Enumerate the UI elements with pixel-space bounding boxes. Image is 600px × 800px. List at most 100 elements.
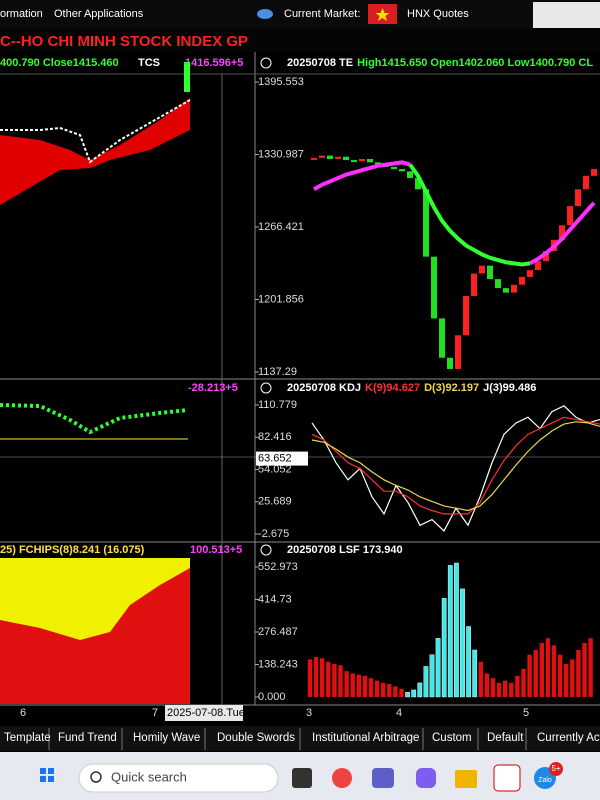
bar: [411, 689, 417, 698]
bar: [454, 562, 459, 698]
tab[interactable]: Homily Wave: [133, 732, 200, 744]
candle: [527, 270, 533, 277]
candle: [511, 284, 517, 293]
search-box[interactable]: [78, 763, 279, 793]
tab[interactable]: Institutional Arbitrage: [312, 732, 419, 744]
bar: [515, 675, 520, 697]
oscillator-decor: [0, 403, 189, 435]
bar: [344, 671, 349, 697]
panel-icon[interactable]: [260, 57, 272, 69]
title-bar: [0, 28, 600, 52]
panel-header: J(3)99.486: [483, 382, 536, 394]
line-series: [311, 416, 600, 515]
bar: [313, 657, 319, 697]
candle: [391, 166, 397, 170]
tab[interactable]: Currently Acti: [537, 732, 600, 744]
candle: [423, 189, 429, 257]
panel-header: 20250708 KDJ: [287, 382, 361, 394]
candle: [439, 318, 445, 358]
tab[interactable]: Template: [4, 732, 51, 744]
bar: [429, 654, 435, 698]
app-icon[interactable]: [416, 768, 436, 788]
y-tick-label: 54.052: [258, 463, 292, 475]
y-tick-label: 1266.421: [258, 221, 304, 233]
badge-count: 5+: [551, 764, 560, 773]
bar: [557, 654, 563, 697]
app-icon[interactable]: [493, 764, 521, 792]
candle: [559, 225, 565, 240]
market-value[interactable]: HNX Quotes: [407, 8, 469, 20]
candle: [375, 162, 381, 165]
bar: [405, 692, 410, 698]
window-control[interactable]: [533, 2, 600, 28]
bar: [509, 682, 514, 697]
bar: [381, 682, 386, 697]
tab[interactable]: Default: [487, 732, 524, 744]
candle: [519, 276, 525, 285]
candle: [343, 156, 349, 161]
app-label: Zalo: [538, 777, 552, 784]
bar: [490, 678, 496, 697]
bar: [545, 638, 551, 697]
bar: [435, 638, 441, 698]
bar: [588, 638, 593, 697]
bar: [320, 658, 325, 697]
bar: [564, 664, 569, 697]
bar: [576, 649, 581, 697]
panel-icon[interactable]: [260, 544, 272, 556]
bar: [374, 680, 380, 697]
bar: [582, 642, 587, 697]
badge: [549, 762, 563, 776]
search-placeholder[interactable]: Quick search: [111, 769, 187, 784]
panel-header: 400.790 Close1415.460: [0, 57, 119, 69]
bar: [503, 680, 508, 697]
candle-decor: [184, 62, 190, 92]
y-tick-label: 0.000: [258, 691, 286, 703]
app-icon[interactable]: [292, 768, 312, 788]
app-icon[interactable]: [332, 768, 352, 788]
candle: [567, 206, 573, 226]
panel-value: 1416.596+5: [185, 57, 243, 69]
bar: [570, 659, 575, 697]
bar: [472, 649, 478, 698]
bar: [447, 565, 453, 698]
menu-item[interactable]: Other Applications: [54, 8, 144, 20]
current-value-box: [256, 451, 308, 466]
indicator-name: TCS: [138, 57, 160, 69]
candle: [583, 175, 589, 190]
candle: [447, 357, 453, 369]
candle: [407, 171, 413, 179]
start-icon[interactable]: [40, 768, 46, 774]
candle: [319, 155, 325, 158]
x-tick-label: 6: [20, 707, 26, 719]
menu-item[interactable]: ormation: [0, 8, 43, 20]
ma-dots: [0, 99, 191, 164]
tab[interactable]: Custom: [432, 732, 472, 744]
app-icon[interactable]: [372, 768, 394, 788]
x-tick-label: 4: [396, 707, 402, 719]
panel-value: 100.513+5: [190, 544, 242, 556]
bar: [387, 684, 392, 697]
bar: [533, 649, 538, 697]
candle: [503, 288, 509, 293]
app-icon[interactable]: [455, 770, 477, 788]
candle: [311, 157, 317, 160]
panel-header: 20250708 LSF 173.940: [287, 544, 403, 556]
tab[interactable]: Double Swords: [217, 732, 295, 744]
candle: [359, 158, 365, 162]
candle: [471, 273, 477, 296]
tab[interactable]: Fund Trend: [58, 732, 117, 744]
panel-header: K(9)94.627: [365, 382, 420, 394]
panel-header: 25) FCHIPS(8)8.241 (16.075): [0, 544, 145, 556]
y-tick-label: 1395.553: [258, 76, 304, 88]
line-series: [313, 160, 411, 192]
candle: [591, 169, 597, 176]
y-tick-label: 25.689: [258, 496, 292, 508]
panel-icon[interactable]: [260, 382, 272, 394]
bar: [307, 659, 313, 697]
bar: [478, 661, 483, 697]
candle: [351, 160, 357, 163]
market-label: Current Market:: [284, 8, 360, 20]
bar: [362, 675, 368, 697]
